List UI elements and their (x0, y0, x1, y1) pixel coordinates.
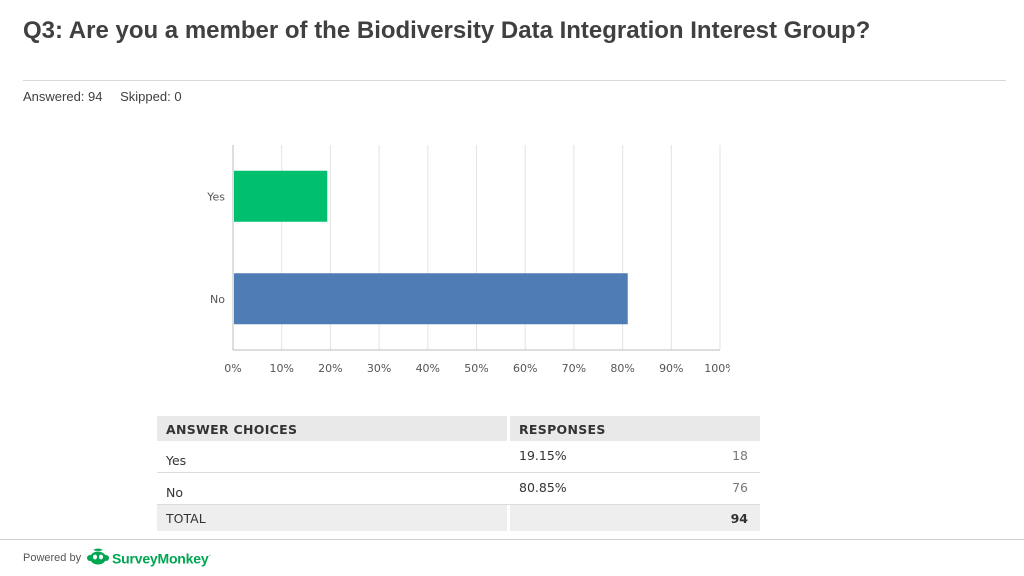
x-tick-label: 10% (269, 362, 293, 375)
x-tick-label: 30% (367, 362, 391, 375)
answer-choice: No (166, 485, 183, 500)
answered-count: Answered: 94 (23, 89, 103, 104)
x-tick-label: 60% (513, 362, 537, 375)
x-tick-label: 80% (610, 362, 634, 375)
category-label: No (210, 293, 225, 306)
response-summary: Answered: 94 Skipped: 0 (23, 89, 196, 104)
table-total-row: TOTAL 94 (157, 505, 760, 531)
footer-divider (0, 539, 1024, 540)
column-divider (507, 473, 510, 504)
column-divider (507, 505, 510, 531)
question-title: Q3: Are you a member of the Biodiversity… (23, 17, 871, 44)
header-responses: RESPONSES (519, 422, 606, 437)
table-row: Yes 19.15% 18 (157, 441, 760, 473)
skipped-count: Skipped: 0 (120, 89, 182, 104)
x-tick-label: 40% (416, 362, 440, 375)
column-divider (507, 416, 510, 441)
x-tick-label: 20% (318, 362, 342, 375)
x-tick-label: 70% (562, 362, 586, 375)
response-percent: 19.15% (519, 448, 567, 463)
category-label: Yes (206, 190, 225, 203)
x-tick-label: 90% (659, 362, 683, 375)
title-divider (23, 80, 1006, 81)
response-count: 76 (732, 480, 748, 495)
bar-no (234, 273, 628, 325)
responses-table: ANSWER CHOICES RESPONSES Yes 19.15% 18 N… (157, 416, 760, 531)
surveymonkey-brand: SurveyMonkey· (112, 550, 211, 567)
bar-yes (234, 170, 328, 222)
x-tick-label: 0% (224, 362, 241, 375)
surveymonkey-logo-icon (87, 548, 109, 565)
column-divider (507, 441, 510, 472)
table-header-row: ANSWER CHOICES RESPONSES (157, 416, 760, 441)
brand-mark: · (208, 550, 212, 560)
powered-by-text: Powered by (23, 552, 82, 564)
total-count: 94 (730, 511, 748, 526)
answer-choice: Yes (166, 453, 187, 468)
x-tick-label: 50% (464, 362, 488, 375)
total-label: TOTAL (166, 511, 206, 526)
table-row: No 80.85% 76 (157, 473, 760, 505)
x-tick-label: 100% (704, 362, 730, 375)
bar-chart: 0% 10% 20% 30% 40% 50% 60% 70% 80% 90% 100% Yes No (206, 145, 730, 375)
brand-name: SurveyMonkey (112, 550, 209, 567)
response-count: 18 (732, 448, 748, 463)
header-answer-choices: ANSWER CHOICES (166, 422, 298, 437)
response-percent: 80.85% (519, 480, 567, 495)
